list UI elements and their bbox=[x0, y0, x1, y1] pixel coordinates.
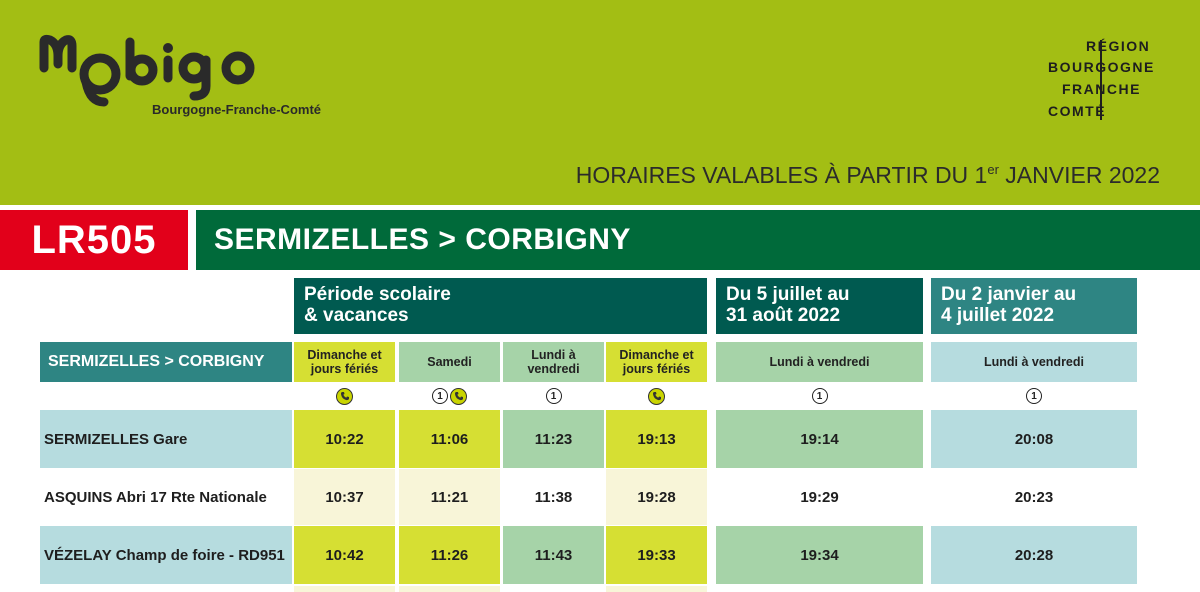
time-cell: 11:21 bbox=[399, 469, 500, 525]
next-row-edge bbox=[294, 586, 395, 592]
note-1-icon: 1 bbox=[545, 388, 562, 404]
phone-reservation-icon bbox=[648, 387, 665, 405]
day-header-3: Lundi à vendredi bbox=[503, 342, 604, 382]
line-route: SERMIZELLES > CORBIGNY bbox=[196, 210, 1200, 270]
phone-reservation-icon bbox=[450, 387, 467, 405]
time-cell: 20:28 bbox=[931, 526, 1137, 584]
region-line-1: RÉGION bbox=[1086, 38, 1151, 54]
note-col-6: 1 bbox=[931, 386, 1137, 406]
note-col-5: 1 bbox=[716, 386, 923, 406]
note-col-2: 1 bbox=[399, 386, 500, 406]
phone-reservation-icon bbox=[336, 387, 353, 405]
line-code: LR505 bbox=[0, 210, 188, 270]
header-band: Bourgogne-Franche-Comté RÉGION BOURGOGNE… bbox=[0, 0, 1200, 205]
note-1-icon: 1 bbox=[1026, 388, 1042, 404]
next-row-edge bbox=[606, 586, 707, 592]
region-logo: RÉGION BOURGOGNE FRANCHE COMTÉ bbox=[1040, 36, 1170, 122]
validity-suffix: JANVIER 2022 bbox=[998, 162, 1160, 188]
validity-ordinal: er bbox=[987, 162, 999, 177]
note-col-1 bbox=[294, 386, 395, 406]
direction-label: SERMIZELLES > CORBIGNY bbox=[40, 342, 292, 382]
time-cell: 10:22 bbox=[294, 410, 395, 468]
note-col-4 bbox=[606, 386, 707, 406]
region-line-3: FRANCHE bbox=[1062, 81, 1141, 97]
day-header-1: Dimanche et jours fériés bbox=[294, 342, 395, 382]
stop-name-3: VÉZELAY Champ de foire - RD951 bbox=[40, 526, 292, 584]
time-cell: 10:37 bbox=[294, 469, 395, 525]
time-cell: 11:06 bbox=[399, 410, 500, 468]
time-cell: 10:42 bbox=[294, 526, 395, 584]
time-cell: 20:23 bbox=[931, 469, 1137, 525]
region-logo-bar bbox=[1100, 40, 1102, 120]
day-header-5: Lundi à vendredi bbox=[716, 342, 923, 382]
period-school-header: Période scolaire & vacances bbox=[294, 278, 707, 334]
mobigo-logo: Bourgogne-Franche-Comté bbox=[38, 34, 338, 124]
logo-subtitle: Bourgogne-Franche-Comté bbox=[152, 102, 321, 117]
time-cell: 19:28 bbox=[606, 469, 707, 525]
time-cell: 19:33 bbox=[606, 526, 707, 584]
stop-name-1: SERMIZELLES Gare bbox=[40, 410, 292, 468]
region-line-4: COMTÉ bbox=[1048, 103, 1107, 119]
note-col-3: 1 bbox=[503, 386, 604, 406]
time-cell: 11:23 bbox=[503, 410, 604, 468]
validity-prefix: HORAIRES VALABLES À PARTIR DU 1 bbox=[575, 162, 988, 188]
day-header-4: Dimanche et jours fériés bbox=[606, 342, 707, 382]
day-header-2: Samedi bbox=[399, 342, 500, 382]
time-cell: 11:38 bbox=[503, 469, 604, 525]
next-row-edge bbox=[399, 586, 500, 592]
region-line-2: BOURGOGNE bbox=[1048, 59, 1155, 75]
period-winter-header: Du 2 janvier au 4 juillet 2022 bbox=[931, 278, 1137, 334]
time-cell: 19:29 bbox=[716, 469, 923, 525]
time-cell: 19:13 bbox=[606, 410, 707, 468]
stop-name-2: ASQUINS Abri 17 Rte Nationale bbox=[40, 469, 292, 525]
time-cell: 11:26 bbox=[399, 526, 500, 584]
note-1-icon: 1 bbox=[811, 388, 828, 404]
time-cell: 20:08 bbox=[931, 410, 1137, 468]
line-title-bar: LR505 SERMIZELLES > CORBIGNY bbox=[0, 210, 1200, 272]
note-1-icon: 1 bbox=[432, 388, 448, 404]
validity-date: HORAIRES VALABLES À PARTIR DU 1er JANVIE… bbox=[576, 162, 1160, 189]
day-header-6: Lundi à vendredi bbox=[931, 342, 1137, 382]
period-summer-header: Du 5 juillet au 31 août 2022 bbox=[716, 278, 923, 334]
time-cell: 11:43 bbox=[503, 526, 604, 584]
time-cell: 19:14 bbox=[716, 410, 923, 468]
time-cell: 19:34 bbox=[716, 526, 923, 584]
